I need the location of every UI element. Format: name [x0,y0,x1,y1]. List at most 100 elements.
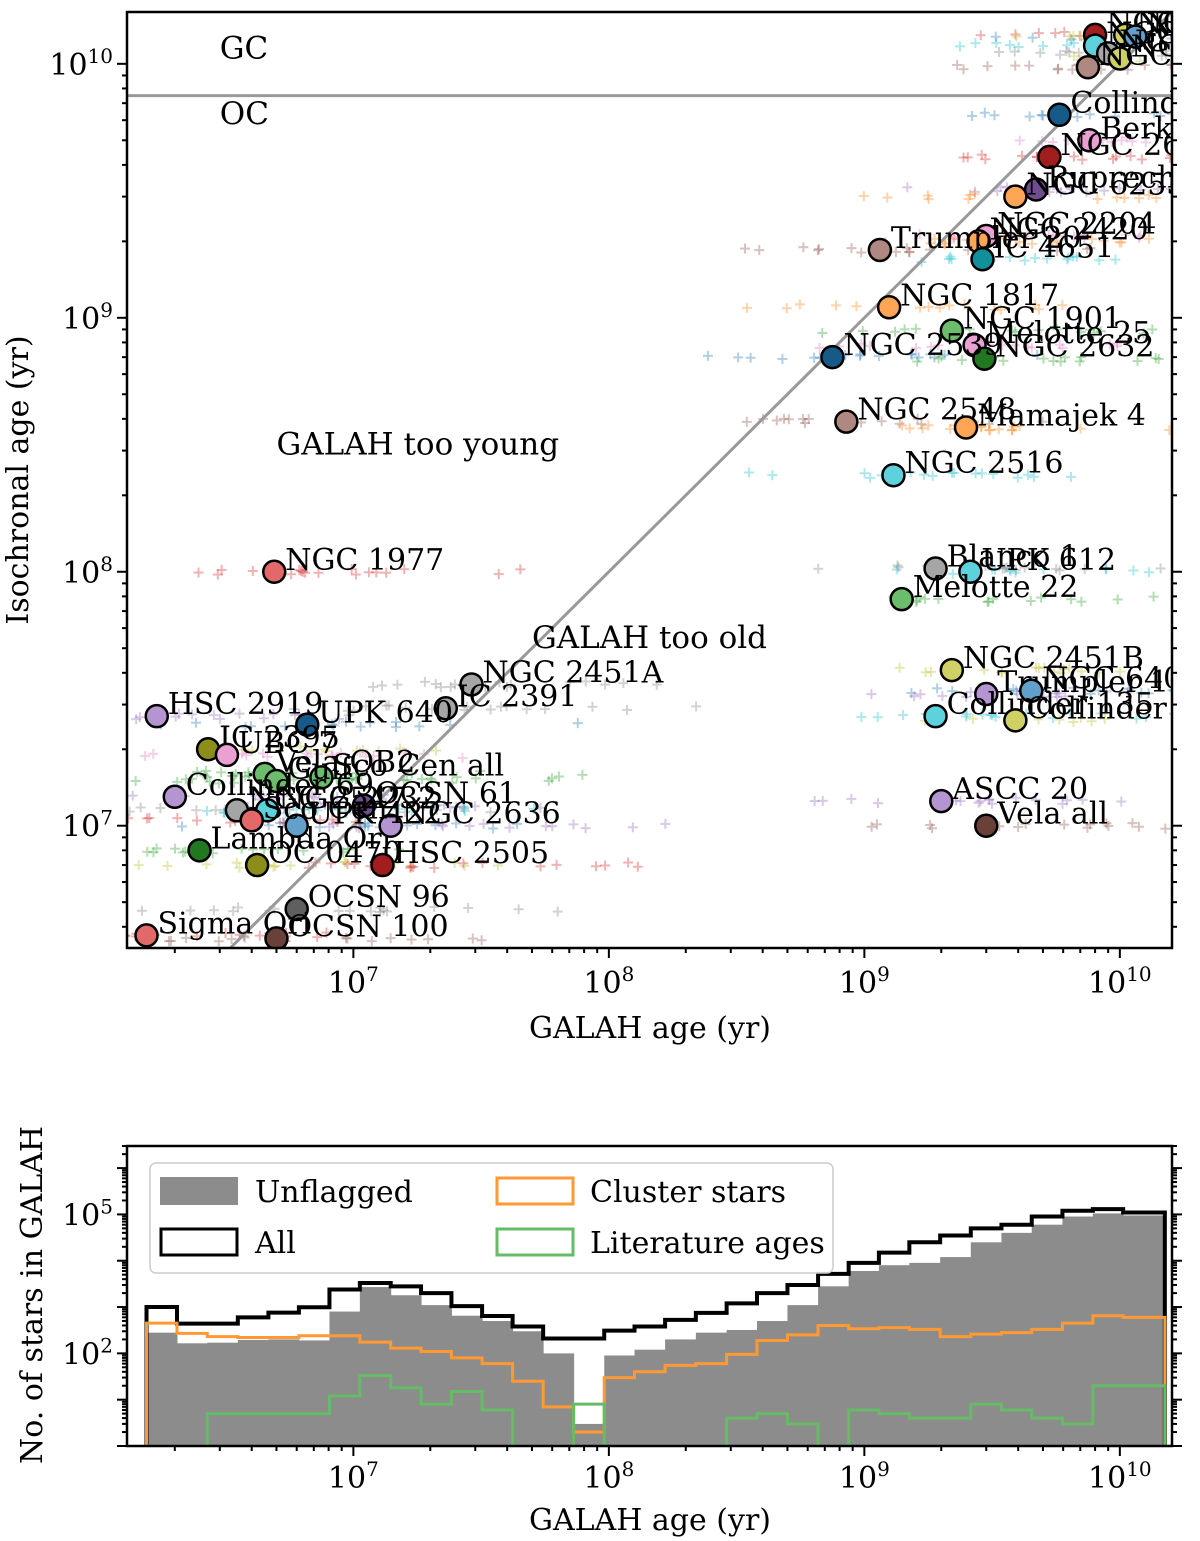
star-marker [1196,29,1200,39]
star-marker [1054,714,1065,725]
star-marker [998,355,1009,366]
x-tick-label: 1010 [1088,962,1152,1001]
annotation-too-old: GALAH too old [532,620,767,656]
star-marker [984,425,995,436]
star-marker [1190,51,1200,61]
star-marker [96,846,106,856]
cluster-label: IC 4651 [993,230,1114,265]
star-marker [162,860,173,871]
star-marker [208,710,219,721]
star-marker [230,769,241,780]
star-marker [1143,688,1154,699]
histogram-bar [726,1329,758,1446]
star-marker [914,228,925,239]
star-marker [1138,328,1149,339]
y-tick-label: 107 [62,806,113,845]
star-marker [988,468,999,479]
star-marker [1038,353,1049,364]
star-marker [300,567,311,578]
star-marker [1010,326,1021,337]
star-marker [1052,324,1063,335]
star-marker [220,928,231,939]
star-marker [939,349,950,360]
star-marker [572,718,583,729]
star-marker [405,862,416,873]
star-marker [1140,137,1151,148]
histogram-bar [268,1339,300,1446]
star-marker [371,567,382,578]
star-marker [77,742,87,752]
star-marker [345,775,356,786]
star-marker [49,714,59,724]
star-marker [127,806,135,817]
star-marker [485,704,496,715]
star-marker [340,807,351,818]
star-marker [343,774,354,785]
star-marker [1196,256,1200,266]
star-marker [923,194,934,205]
star-marker [907,349,918,360]
star-marker [1112,341,1123,352]
star-marker [991,37,1002,48]
star-marker [912,413,923,424]
star-marker [1081,187,1092,198]
cluster-point [972,346,997,371]
star-marker [1099,713,1110,724]
star-marker [976,149,987,160]
histogram-bar [573,1423,605,1446]
histogram-bar [1062,1216,1094,1446]
star-marker [1110,151,1121,162]
star-marker [962,152,973,163]
star-marker [627,822,638,833]
star-marker [130,776,141,787]
star-marker [127,790,138,801]
star-marker [1014,135,1025,146]
cluster-point [876,295,902,320]
legend-label-cluster-stars: Cluster stars [590,1175,786,1210]
star-marker [343,710,354,721]
star-marker [945,251,956,262]
bottom-x-ticks: 107 108 109 1010 [173,1446,1152,1496]
cluster-point [867,237,893,263]
star-marker [363,567,374,578]
star-marker [272,844,283,855]
star-marker [1161,49,1172,60]
star-marker [1164,424,1172,435]
star-marker [970,468,981,479]
star-marker [910,343,921,354]
cluster-point [953,415,979,440]
star-marker [191,931,202,942]
star-marker [228,777,239,788]
star-marker [1004,564,1015,575]
star-marker [360,818,371,829]
cluster-point [187,838,212,863]
star-marker [148,748,159,759]
star-marker [358,744,369,755]
star-marker [1052,64,1063,75]
cluster-label: NGC 1977 [285,543,444,578]
star-marker [449,679,460,690]
star-marker [505,679,516,690]
cluster-label: Sco Cen [263,791,388,826]
star-marker [1014,421,1025,432]
star-marker [1051,563,1062,574]
star-marker [987,564,998,575]
star-marker [979,665,990,676]
star-marker [956,355,967,366]
star-marker [1036,110,1047,121]
star-marker [350,569,361,580]
star-marker [1180,34,1190,44]
star-marker [1031,662,1042,673]
y-tick-label: 102 [62,1333,113,1372]
star-marker [743,467,754,478]
star-marker [947,686,958,697]
cluster-label: HSC 2919 [168,687,324,722]
star-marker [1148,591,1159,602]
star-marker [170,843,181,854]
star-marker [889,326,900,337]
star-marker [1011,31,1022,42]
star-marker [1068,682,1079,693]
star-marker [946,233,957,244]
star-marker [1171,54,1172,57]
annotation-gc: GC [220,30,268,66]
